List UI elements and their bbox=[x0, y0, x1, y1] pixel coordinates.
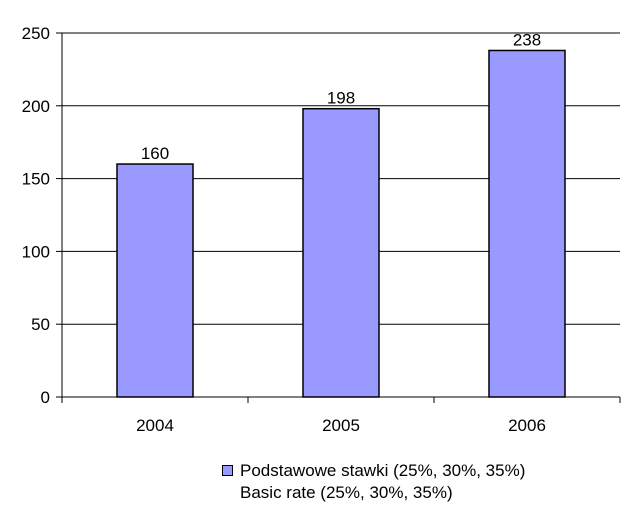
bar-2006 bbox=[488, 49, 566, 398]
y-tick-labels: 0 50 100 150 200 250 bbox=[22, 24, 50, 407]
legend-label-en: Basic rate (25%, 30%, 35%) bbox=[240, 483, 453, 502]
x-tick-labels: 2004 2005 2006 bbox=[136, 416, 546, 435]
data-label-2004: 160 bbox=[141, 144, 169, 163]
data-label-2006: 238 bbox=[513, 30, 541, 49]
legend-swatch bbox=[222, 465, 233, 476]
axes bbox=[56, 32, 621, 403]
y-tick-label: 250 bbox=[22, 24, 50, 43]
y-tick-label: 150 bbox=[22, 170, 50, 189]
bar-2004 bbox=[116, 163, 194, 398]
x-tick-label-2004: 2004 bbox=[136, 416, 174, 435]
legend-entry-translation: Basic rate (25%, 30%, 35%) bbox=[222, 482, 525, 504]
legend-label-pl: Podstawowe stawki (25%, 30%, 35%) bbox=[240, 461, 526, 480]
data-labels: 160 198 238 bbox=[141, 30, 541, 163]
y-tick-label: 0 bbox=[41, 388, 50, 407]
y-tick-label: 100 bbox=[22, 242, 50, 261]
data-label-2005: 198 bbox=[327, 89, 355, 108]
legend-entry: Podstawowe stawki (25%, 30%, 35%) bbox=[222, 460, 525, 482]
bars bbox=[116, 49, 566, 398]
x-tick-label-2005: 2005 bbox=[322, 416, 360, 435]
bar-2005 bbox=[302, 107, 380, 398]
legend: Podstawowe stawki (25%, 30%, 35%) Basic … bbox=[222, 460, 525, 504]
x-tick-label-2006: 2006 bbox=[508, 416, 546, 435]
bar-chart: 0 50 100 150 200 250 2004 2005 2006 160 198 238 bbox=[22, 24, 621, 435]
y-tick-label: 200 bbox=[22, 97, 50, 116]
y-tick-label: 50 bbox=[31, 315, 50, 334]
